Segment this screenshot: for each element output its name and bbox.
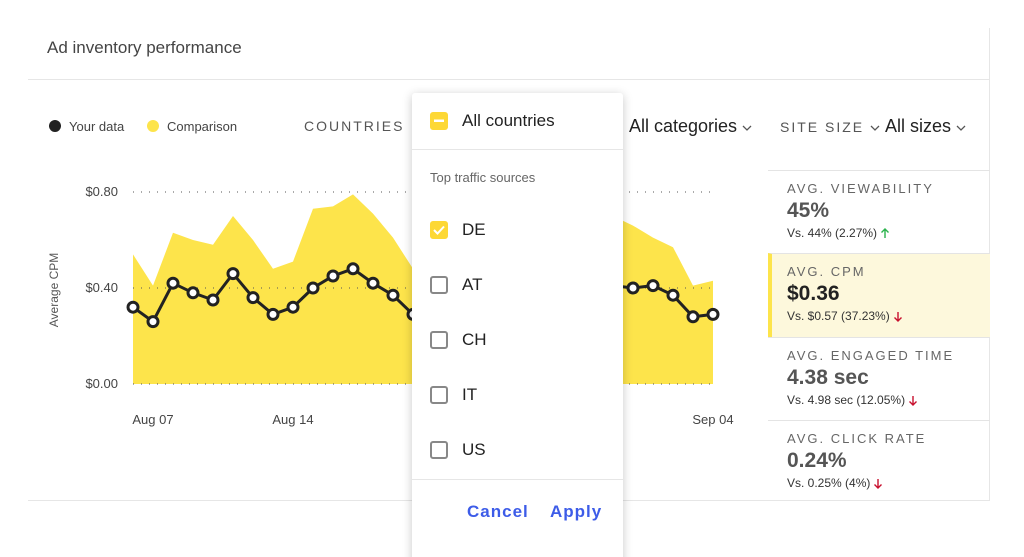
card-divider — [28, 79, 990, 80]
data-point — [226, 267, 240, 281]
checkbox — [430, 331, 448, 349]
option-label: US — [462, 440, 486, 459]
country-option[interactable]: DE — [430, 220, 486, 240]
metric-value: 4.38 sec — [787, 366, 869, 389]
metric-label: AVG. VIEWABILITY — [787, 181, 934, 196]
country-option[interactable]: US — [430, 440, 486, 460]
card-title: Ad inventory performance — [47, 38, 242, 57]
metric-card[interactable]: AVG. CPM $0.36 Vs. $0.57 (37.23%) — [768, 253, 990, 337]
data-point — [266, 307, 280, 321]
data-point — [646, 279, 660, 293]
data-point — [286, 300, 300, 314]
all-countries-label: All countries — [462, 111, 555, 130]
metric-value: 0.24% — [787, 449, 847, 472]
metric-label: AVG. CLICK RATE — [787, 431, 927, 446]
data-point — [366, 276, 380, 290]
partial-checkbox — [430, 112, 448, 130]
trend-arrow — [881, 227, 890, 238]
option-label: DE — [462, 220, 486, 239]
checkbox — [430, 386, 448, 404]
chevron — [870, 125, 880, 131]
data-point — [706, 307, 720, 321]
metric-comparison: Vs. 0.25% (4%) — [787, 476, 871, 490]
chevron — [956, 125, 966, 131]
legend-label: Comparison — [167, 119, 237, 134]
option-label: CH — [462, 330, 487, 349]
data-point — [206, 293, 220, 307]
cancel-button[interactable]: Cancel — [467, 502, 529, 521]
trend-arrow — [909, 395, 918, 406]
categories-filter[interactable]: All categories — [629, 116, 752, 137]
metric-label: AVG. CPM — [787, 264, 866, 279]
metric-comparison: Vs. 44% (2.27%) — [787, 226, 878, 240]
data-point — [246, 291, 260, 305]
trend-arrow — [893, 311, 902, 322]
data-point — [326, 269, 340, 283]
data-point — [166, 276, 180, 290]
x-tick-label: Aug 14 — [272, 412, 313, 427]
site-size-select[interactable]: All sizes — [885, 116, 966, 137]
data-point — [306, 281, 320, 295]
section-title: Top traffic sources — [430, 170, 536, 185]
legend-label: Your data — [69, 119, 125, 134]
country-option[interactable]: CH — [430, 330, 487, 350]
legend-swatch — [49, 120, 61, 132]
x-tick-label: Sep 04 — [692, 412, 733, 427]
dropdown-divider — [412, 479, 623, 480]
country-option[interactable]: IT — [430, 385, 477, 405]
metric-comparison-row: Vs. 0.25% (4%) — [787, 476, 990, 490]
dropdown-divider — [412, 149, 623, 150]
apply-button[interactable]: Apply — [550, 502, 603, 521]
site-size-value: All sizes — [885, 116, 952, 136]
metric-value: $0.36 — [787, 282, 840, 305]
option-label: IT — [462, 385, 478, 404]
categories-value: All categories — [629, 116, 738, 136]
metric-comparison-row: Vs. 4.98 sec (12.05%) — [787, 393, 990, 407]
country-dropdown: All countries Top traffic sources DE AT CH… — [412, 93, 623, 557]
chevron — [742, 125, 752, 131]
data-point — [126, 300, 140, 314]
metric-comparison: Vs. 4.98 sec (12.05%) — [787, 393, 906, 407]
data-point — [346, 262, 360, 276]
y-tick-label: $0.40 — [85, 280, 118, 295]
data-point — [386, 288, 400, 302]
countries-filter[interactable]: COUNTRIES — [304, 118, 405, 134]
checkbox — [430, 221, 448, 239]
legend-swatch — [147, 120, 159, 132]
data-point — [626, 281, 640, 295]
site-size-filter[interactable]: SITE SIZE — [780, 119, 880, 135]
data-point — [686, 310, 700, 324]
checkbox — [430, 276, 448, 294]
metric-label: AVG. ENGAGED TIME — [787, 348, 955, 363]
country-option[interactable]: AT — [430, 275, 482, 295]
metric-card[interactable]: AVG. VIEWABILITY 45% Vs. 44% (2.27%) — [768, 170, 990, 253]
data-point — [186, 286, 200, 300]
y-tick-label: $0.00 — [85, 376, 118, 391]
metric-card[interactable]: AVG. CLICK RATE 0.24% Vs. 0.25% (4%) — [768, 420, 990, 500]
trend-arrow — [874, 478, 883, 489]
site-size-label: SITE SIZE — [780, 119, 865, 135]
metric-comparison-row: Vs. $0.57 (37.23%) — [787, 309, 990, 323]
option-label: AT — [462, 275, 483, 294]
data-point — [666, 288, 680, 302]
metric-value: 45% — [787, 199, 830, 222]
metric-comparison: Vs. $0.57 (37.23%) — [787, 309, 890, 323]
chart: Your data Comparison Average CPM $0.00 $0.40… — [47, 119, 734, 427]
y-tick-label: $0.80 — [85, 184, 118, 199]
metric-comparison-row: Vs. 44% (2.27%) — [787, 226, 990, 240]
checkbox — [430, 441, 448, 459]
all-countries[interactable]: All countries — [430, 111, 555, 131]
x-tick-label: Aug 07 — [132, 412, 173, 427]
data-point — [146, 315, 160, 329]
metric-card[interactable]: AVG. ENGAGED TIME 4.38 sec Vs. 4.98 sec (1… — [768, 337, 990, 420]
y-axis-label: Average CPM — [47, 253, 61, 327]
